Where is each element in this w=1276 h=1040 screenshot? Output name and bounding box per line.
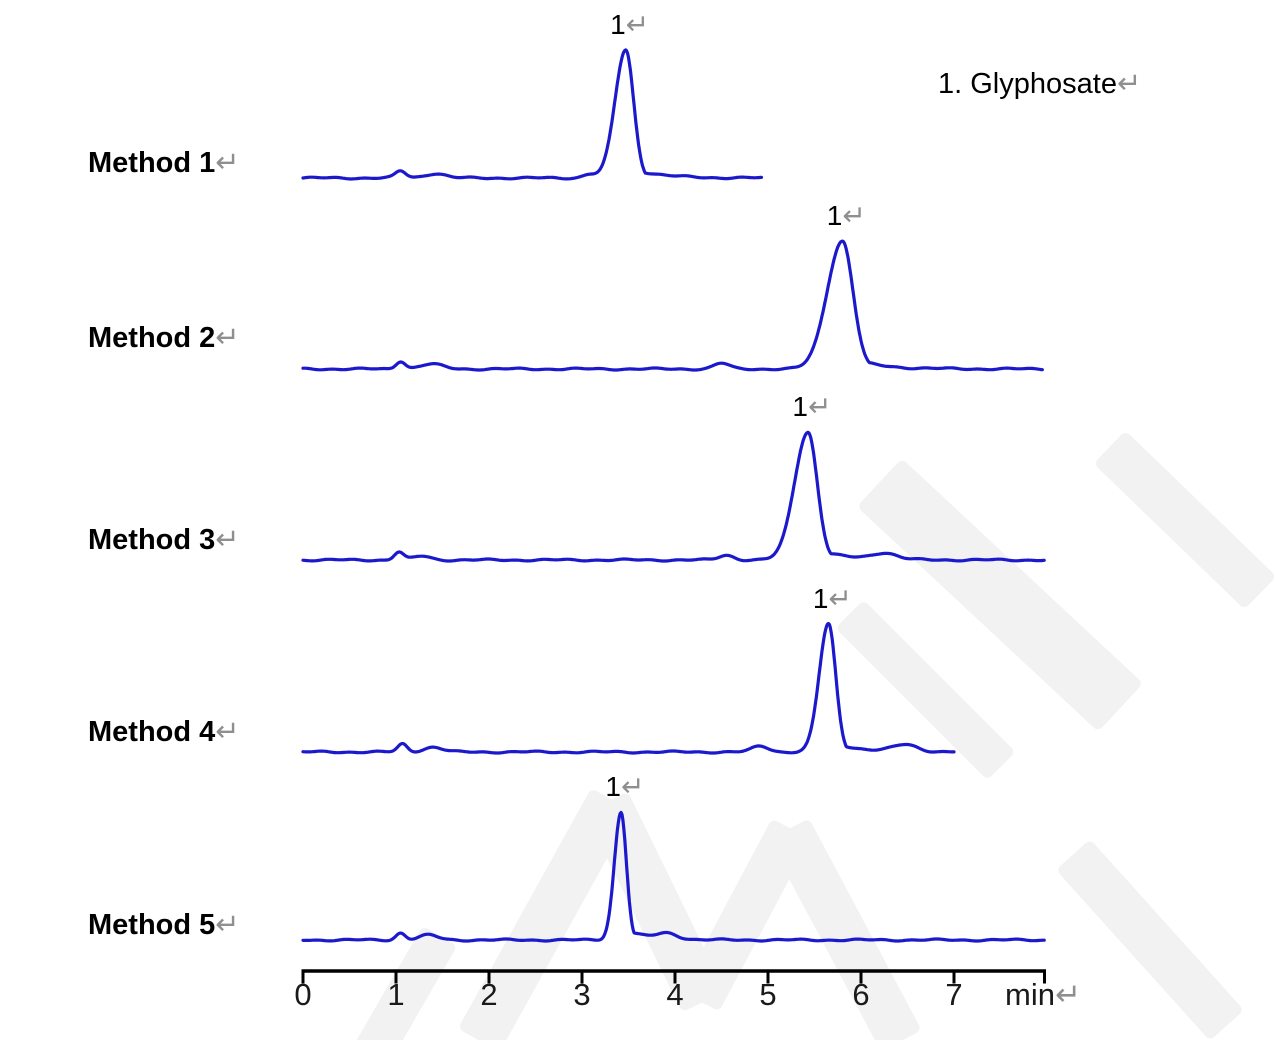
method-label-text: Method 1: [88, 147, 216, 179]
axis-tick-label-4: 4: [666, 977, 684, 1012]
axis-unit-text: min: [1005, 977, 1055, 1012]
axis-unit-label: min↵: [1005, 978, 1081, 1012]
trace-1: [301, 48, 764, 181]
paragraph-return-icon: ↵: [621, 771, 645, 802]
axis-tick-label-7: 7: [945, 977, 963, 1012]
paragraph-return-icon: ↵: [215, 524, 240, 556]
paragraph-return-icon: ↵: [842, 200, 866, 231]
method-label-text: Method 2: [88, 322, 216, 354]
trace-3: [301, 430, 1046, 563]
paragraph-return-icon: ↵: [215, 909, 240, 941]
axis-tick-label-3: 3: [573, 977, 591, 1012]
time-axis: [301, 969, 1046, 984]
peak-annotation-3: 1↵: [792, 390, 831, 424]
peak-number: 1: [826, 200, 843, 231]
paragraph-return-icon: ↵: [215, 716, 240, 748]
method-label-2: Method 2↵: [88, 323, 240, 353]
axis-tick-label-1: 1: [387, 977, 405, 1012]
axis-tick-label-2: 2: [480, 977, 498, 1012]
legend: 1. Glyphosate↵: [938, 67, 1141, 101]
axis-tick-label-0: 0: [294, 977, 312, 1012]
paragraph-return-icon: ↵: [1116, 68, 1142, 100]
paragraph-return-icon: ↵: [215, 147, 240, 179]
method-label-1: Method 1↵: [88, 148, 240, 178]
method-label-text: Method 3: [88, 524, 216, 556]
axis-tick-label-5: 5: [759, 977, 777, 1012]
trace-4: [301, 621, 956, 755]
paragraph-return-icon: ↵: [1054, 977, 1081, 1012]
paragraph-return-icon: ↵: [807, 391, 832, 422]
peak-annotation-1: 1↵: [610, 8, 649, 42]
peak-number: 1: [610, 9, 626, 40]
paragraph-return-icon: ↵: [215, 322, 240, 354]
method-label-3: Method 3↵: [88, 525, 240, 555]
method-label-4: Method 4↵: [88, 717, 240, 747]
peak-number: 1: [792, 391, 808, 422]
method-label-5: Method 5↵: [88, 910, 240, 940]
paragraph-return-icon: ↵: [828, 583, 852, 614]
paragraph-return-icon: ↵: [625, 9, 650, 40]
method-label-text: Method 4: [88, 716, 216, 748]
legend-text: 1. Glyphosate: [938, 68, 1117, 100]
axis-tick-label-6: 6: [852, 977, 870, 1012]
trace-2: [301, 239, 1044, 372]
peak-number: 1: [605, 771, 622, 802]
peak-annotation-5: 1↵: [605, 770, 644, 804]
peak-annotation-4: 1↵: [813, 582, 852, 616]
method-label-text: Method 5: [88, 909, 216, 941]
peak-number: 1: [812, 583, 829, 614]
peak-annotation-2: 1↵: [827, 199, 866, 233]
trace-5: [301, 810, 1046, 943]
